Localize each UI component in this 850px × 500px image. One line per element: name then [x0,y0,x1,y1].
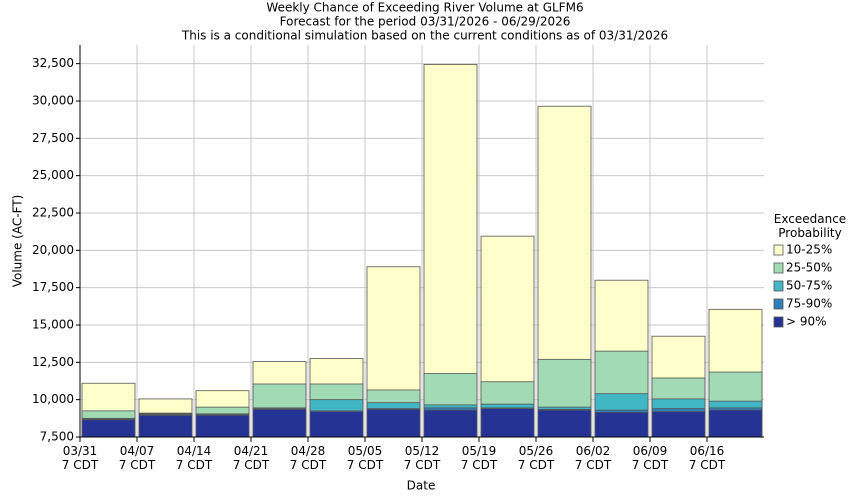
y-tick-label: 25,000 [32,168,74,182]
legend-label: 25-50% [786,261,832,275]
x-tick-label: 04/21 7 CDT [232,444,270,472]
y-tick-label: 17,500 [32,280,74,294]
y-tick-label: 7,500 [40,430,74,444]
bar [480,408,535,438]
legend-label: 10-25% [786,243,832,257]
y-tick-label: 12,500 [32,355,74,369]
bar [138,414,193,438]
y-tick-label: 20,000 [32,243,74,257]
bar [252,408,307,438]
legend-label: 50-75% [786,279,832,293]
legend-title: Exceedance Probability [773,212,847,240]
y-tick-label: 22,500 [32,206,74,220]
bar [708,409,763,438]
bar [594,411,649,438]
y-tick-label: 15,000 [32,318,74,332]
x-tick-label: 05/19 7 CDT [460,444,498,472]
legend-swatch [773,316,784,328]
x-tick-label: 04/14 7 CDT [175,444,213,472]
legend-label: > 90% [786,315,827,329]
legend-swatch [773,280,784,292]
y-tick-label: 27,500 [32,131,74,145]
y-tick-label: 32,500 [32,56,74,70]
bar [537,409,592,438]
chart-subtitle: Forecast for the period 03/31/2026 - 06/… [280,15,571,29]
x-tick-label: 05/26 7 CDT [517,444,555,472]
x-tick-label: 04/07 7 CDT [118,444,156,472]
bar [651,411,706,438]
legend-label: 75-90% [786,297,832,311]
x-tick-label: 04/28 7 CDT [289,444,327,472]
bar [423,409,478,438]
y-axis-title: Volume (AC-FT) [11,195,25,288]
bar [309,411,364,438]
x-tick-label: 06/02 7 CDT [574,444,612,472]
chart-title: Weekly Chance of Exceeding River Volume … [266,1,583,15]
y-tick-label: 10,000 [32,392,74,406]
legend-swatch [773,262,784,274]
x-axis-title: Date [407,479,436,493]
chart-subtitle: This is a conditional simulation based o… [181,29,668,43]
legend-swatch [773,244,784,256]
x-tick-label: 05/05 7 CDT [346,444,384,472]
x-tick-label: 06/16 7 CDT [688,444,726,472]
legend-swatch [773,298,784,310]
x-tick-label: 03/31 7 CDT [61,444,99,472]
x-tick-label: 05/12 7 CDT [403,444,441,472]
bar [366,408,421,438]
x-tick-label: 06/09 7 CDT [631,444,669,472]
bar [81,419,136,438]
y-tick-label: 30,000 [32,94,74,108]
bar [195,414,250,438]
